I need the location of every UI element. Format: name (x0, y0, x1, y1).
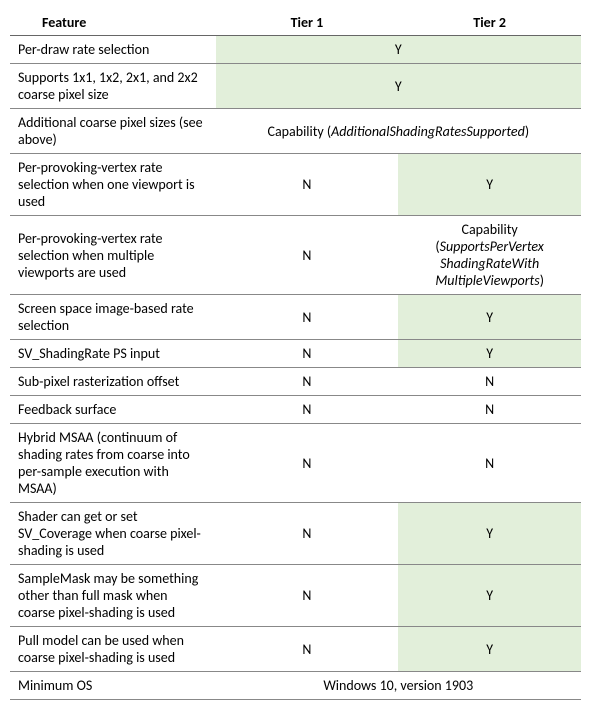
tier1-cell: N (216, 295, 399, 340)
tier2-cell: N (398, 424, 581, 503)
feature-cell: Additional coarse pixel sizes (see above… (10, 109, 216, 154)
table-body: Per-draw rate selectionYSupports 1x1, 1x… (10, 36, 581, 700)
tier2-cell: Y (398, 565, 581, 627)
feature-tier-table: Feature Tier 1 Tier 2 Per-draw rate sele… (10, 10, 581, 700)
feature-cell: Feedback surface (10, 396, 216, 424)
table-row: Hybrid MSAA (continuum of shading rates … (10, 424, 581, 503)
feature-cell: Screen space image-based rate selection (10, 295, 216, 340)
feature-cell: Hybrid MSAA (continuum of shading rates … (10, 424, 216, 503)
tier2-cell: Y (398, 627, 581, 672)
tier1-cell: N (216, 396, 399, 424)
table-row: Additional coarse pixel sizes (see above… (10, 109, 581, 154)
feature-cell: Per-provoking-vertex rate selection when… (10, 216, 216, 295)
feature-cell: Per-provoking-vertex rate selection when… (10, 154, 216, 216)
table-row: Supports 1x1, 1x2, 2x1, and 2x2 coarse p… (10, 64, 581, 109)
tier2-cell: Y (398, 154, 581, 216)
table-row: Screen space image-based rate selectionN… (10, 295, 581, 340)
tier2-cell: Y (398, 295, 581, 340)
tier1-cell: Y (216, 64, 581, 109)
col-tier1: Tier 1 (216, 10, 399, 36)
feature-cell: SV_ShadingRate PS input (10, 340, 216, 368)
table-row: Pull model can be used when coarse pixel… (10, 627, 581, 672)
header-row: Feature Tier 1 Tier 2 (10, 10, 581, 36)
tier2-cell: N (398, 368, 581, 396)
tier1-cell: N (216, 565, 399, 627)
tier2-cell: Y (398, 503, 581, 565)
tier1-cell: N (216, 503, 399, 565)
tier1-cell: N (216, 627, 399, 672)
feature-cell: Minimum OS (10, 672, 216, 700)
capability-name: SupportsPerVertexShadingRateWithMultiple… (435, 238, 544, 289)
table-row: Per-provoking-vertex rate selection when… (10, 216, 581, 295)
tier1-cell: N (216, 424, 399, 503)
feature-cell: Pull model can be used when coarse pixel… (10, 627, 216, 672)
tier1-cell: Capability (AdditionalShadingRatesSuppor… (216, 109, 581, 154)
table-row: Per-provoking-vertex rate selection when… (10, 154, 581, 216)
feature-cell: Supports 1x1, 1x2, 2x1, and 2x2 coarse p… (10, 64, 216, 109)
tier1-cell: Windows 10, version 1903 (216, 672, 581, 700)
tier2-cell: N (398, 396, 581, 424)
tier2-cell: Capability (SupportsPerVertexShadingRate… (398, 216, 581, 295)
col-feature: Feature (10, 10, 216, 36)
tier1-cell: N (216, 368, 399, 396)
feature-cell: Sub-pixel rasterization offset (10, 368, 216, 396)
table-row: Per-draw rate selectionY (10, 36, 581, 64)
tier1-cell: Y (216, 36, 581, 64)
tier1-cell: N (216, 154, 399, 216)
table-row: Feedback surfaceNN (10, 396, 581, 424)
tier1-cell: N (216, 340, 399, 368)
table-row: SampleMask may be something other than f… (10, 565, 581, 627)
tier1-cell: N (216, 216, 399, 295)
table-row: SV_ShadingRate PS inputNY (10, 340, 581, 368)
tier2-cell: Y (398, 340, 581, 368)
feature-cell: Shader can get or set SV_Coverage when c… (10, 503, 216, 565)
feature-cell: Per-draw rate selection (10, 36, 216, 64)
table-row: Sub-pixel rasterization offsetNN (10, 368, 581, 396)
table-row: Shader can get or set SV_Coverage when c… (10, 503, 581, 565)
table-row: Minimum OSWindows 10, version 1903 (10, 672, 581, 700)
col-tier2: Tier 2 (398, 10, 581, 36)
capability-name: AdditionalShadingRatesSupported (331, 123, 525, 140)
feature-cell: SampleMask may be something other than f… (10, 565, 216, 627)
